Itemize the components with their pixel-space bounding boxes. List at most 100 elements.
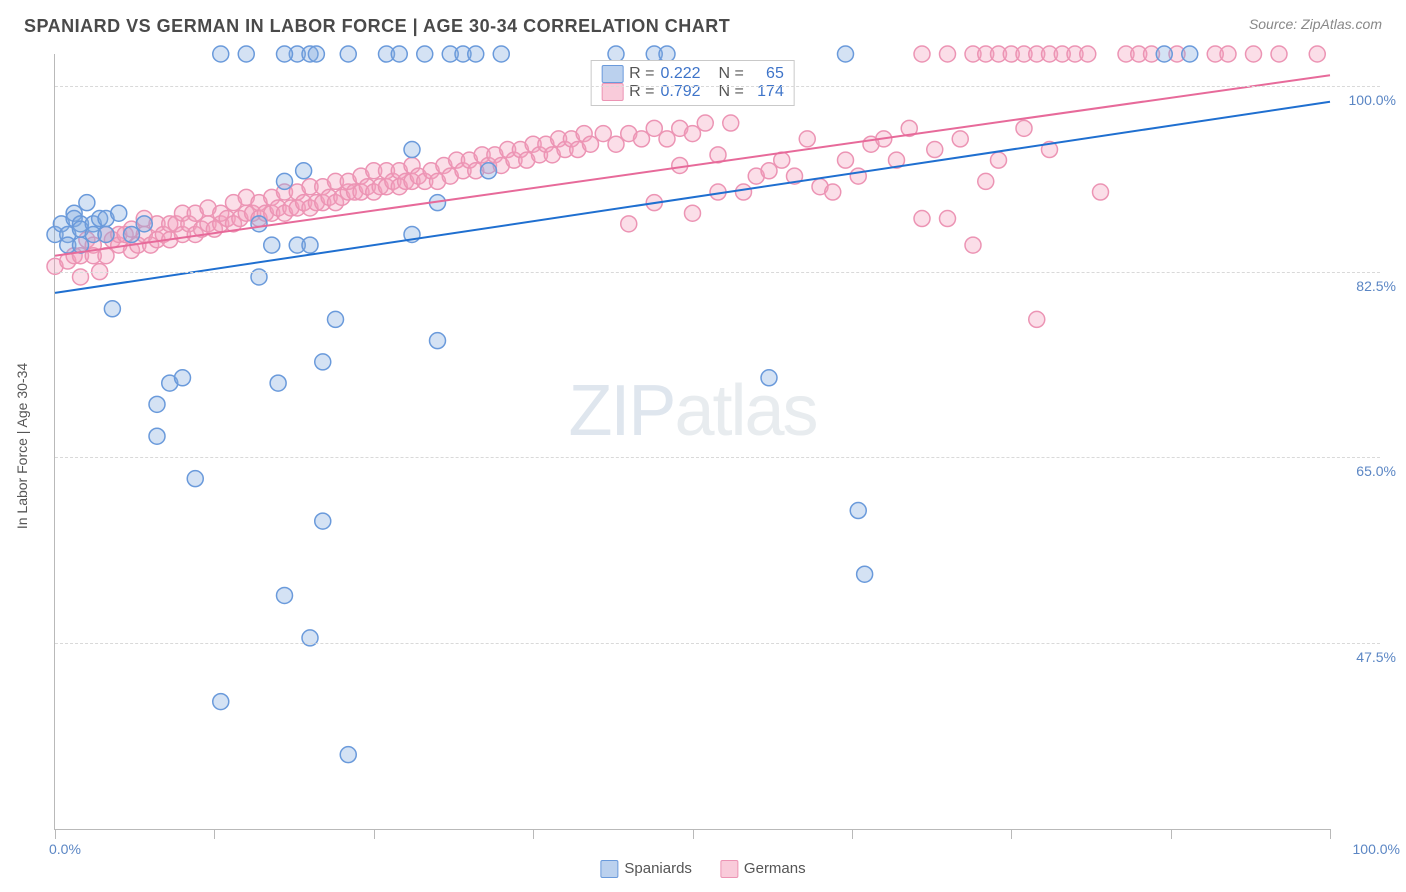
data-point xyxy=(672,157,688,173)
data-point xyxy=(1309,46,1325,62)
gridline xyxy=(55,272,1380,273)
series-legend-item: Germans xyxy=(720,860,806,878)
y-tick-label: 65.0% xyxy=(1356,463,1396,479)
series-legend-item: Spaniards xyxy=(600,860,692,878)
plot-svg xyxy=(55,54,1330,829)
data-point xyxy=(838,46,854,62)
data-point xyxy=(1246,46,1262,62)
x-tick xyxy=(214,829,215,839)
data-point xyxy=(914,46,930,62)
data-point xyxy=(79,195,95,211)
x-tick xyxy=(852,829,853,839)
data-point xyxy=(1016,120,1032,136)
data-point xyxy=(175,370,191,386)
data-point xyxy=(914,211,930,227)
x-tick xyxy=(1011,829,1012,839)
data-point xyxy=(468,46,484,62)
data-point xyxy=(978,173,994,189)
data-point xyxy=(1156,46,1172,62)
legend-swatch xyxy=(720,860,738,878)
data-point xyxy=(277,587,293,603)
data-point xyxy=(136,216,152,232)
data-point xyxy=(1080,46,1096,62)
chart-title: SPANIARD VS GERMAN IN LABOR FORCE | AGE … xyxy=(24,16,730,37)
chart-area: ZIPatlas R =0.222N =65R =0.792N =174 0.0… xyxy=(54,54,1330,830)
data-point xyxy=(213,694,229,710)
series-legend: Spaniards Germans xyxy=(600,860,805,878)
gridline xyxy=(55,86,1380,87)
data-point xyxy=(965,237,981,253)
gridline xyxy=(55,643,1380,644)
data-point xyxy=(1182,46,1198,62)
x-tick xyxy=(533,829,534,839)
data-point xyxy=(991,152,1007,168)
data-point xyxy=(621,216,637,232)
data-point xyxy=(315,513,331,529)
y-tick-label: 82.5% xyxy=(1356,278,1396,294)
data-point xyxy=(238,46,254,62)
data-point xyxy=(277,46,293,62)
legend-N-key: N = xyxy=(719,65,744,83)
data-point xyxy=(927,142,943,158)
x-label-max: 100.0% xyxy=(1353,841,1400,857)
data-point xyxy=(417,46,433,62)
data-point xyxy=(481,163,497,179)
chart-header: SPANIARD VS GERMAN IN LABOR FORCE | AGE … xyxy=(0,0,1406,45)
data-point xyxy=(838,152,854,168)
source-label: Source: ZipAtlas.com xyxy=(1249,16,1382,32)
data-point xyxy=(251,216,267,232)
x-tick xyxy=(55,829,56,839)
legend-swatch xyxy=(600,860,618,878)
data-point xyxy=(98,226,114,242)
data-point xyxy=(213,46,229,62)
data-point xyxy=(315,354,331,370)
data-point xyxy=(104,301,120,317)
legend-N-val: 65 xyxy=(750,65,784,83)
data-point xyxy=(1093,184,1109,200)
data-point xyxy=(825,184,841,200)
stats-legend: R =0.222N =65R =0.792N =174 xyxy=(590,60,795,106)
data-point xyxy=(799,131,815,147)
data-point xyxy=(302,237,318,253)
x-tick xyxy=(374,829,375,839)
data-point xyxy=(340,46,356,62)
data-point xyxy=(857,566,873,582)
x-label-min: 0.0% xyxy=(49,841,81,857)
data-point xyxy=(1220,46,1236,62)
gridline xyxy=(55,457,1380,458)
stats-legend-row: R = 0.222 N = 65 xyxy=(601,65,784,83)
data-point xyxy=(308,46,324,62)
data-point xyxy=(430,333,446,349)
series-legend-label: Spaniards xyxy=(624,860,692,877)
x-tick xyxy=(1171,829,1172,839)
data-point xyxy=(340,747,356,763)
data-point xyxy=(940,211,956,227)
data-point xyxy=(404,142,420,158)
data-point xyxy=(277,173,293,189)
legend-R-key: R = xyxy=(629,65,654,83)
data-point xyxy=(391,46,407,62)
data-point xyxy=(1029,311,1045,327)
data-point xyxy=(850,503,866,519)
data-point xyxy=(685,205,701,221)
data-point xyxy=(187,471,203,487)
data-point xyxy=(723,115,739,131)
y-tick-label: 47.5% xyxy=(1356,649,1396,665)
data-point xyxy=(940,46,956,62)
y-axis-title: In Labor Force | Age 30-34 xyxy=(14,363,30,529)
x-tick xyxy=(693,829,694,839)
data-point xyxy=(328,311,344,327)
data-point xyxy=(1271,46,1287,62)
data-point xyxy=(697,115,713,131)
y-tick-label: 100.0% xyxy=(1349,92,1396,108)
data-point xyxy=(850,168,866,184)
data-point xyxy=(952,131,968,147)
legend-R-val: 0.222 xyxy=(661,65,713,83)
data-point xyxy=(111,205,127,221)
data-point xyxy=(270,375,286,391)
data-point xyxy=(493,46,509,62)
legend-swatch xyxy=(601,65,623,83)
data-point xyxy=(736,184,752,200)
data-point xyxy=(264,237,280,253)
data-point xyxy=(149,396,165,412)
